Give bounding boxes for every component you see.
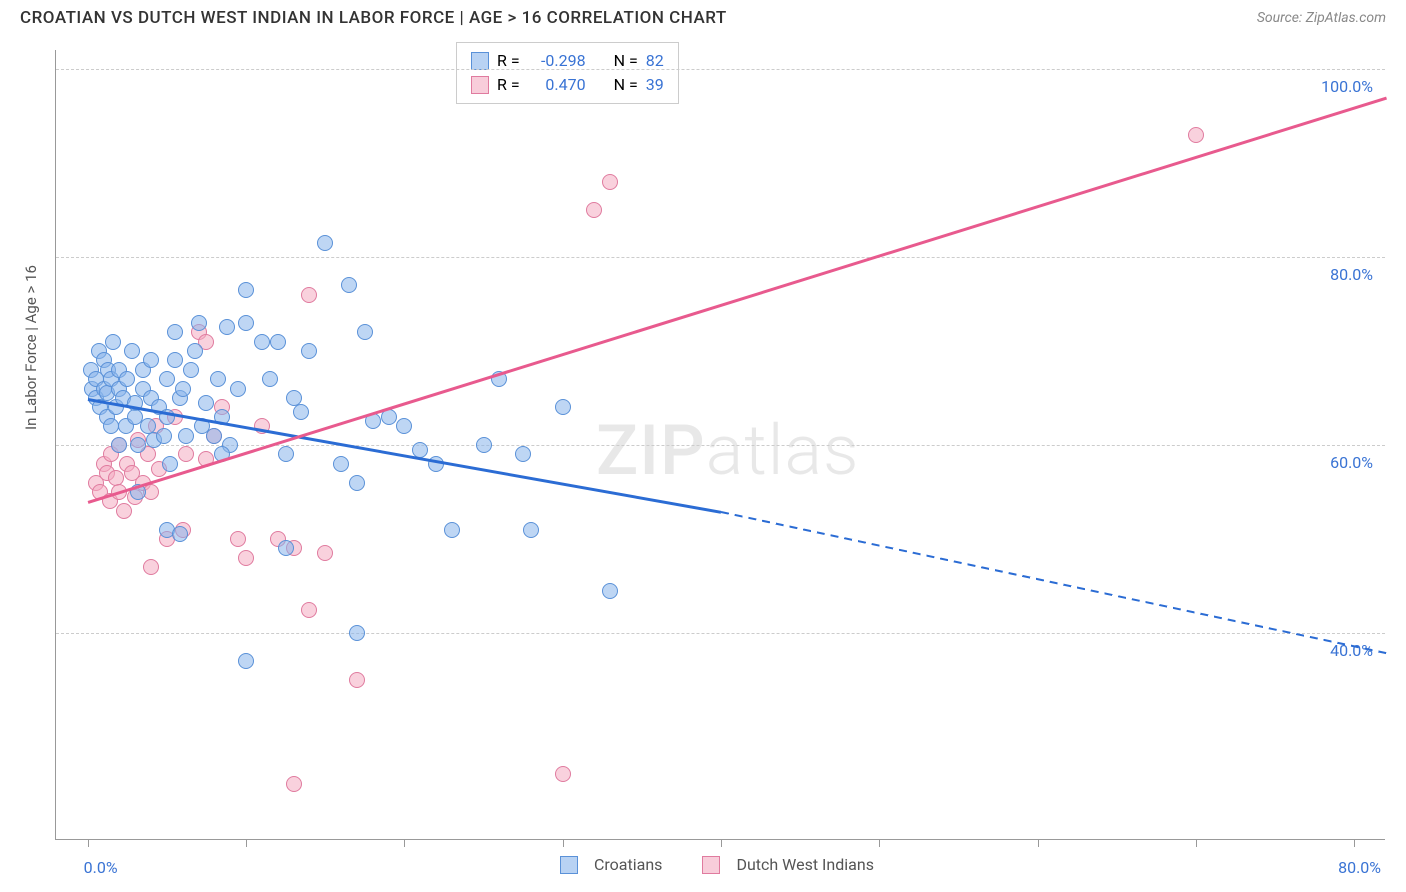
data-point [130, 437, 146, 453]
data-point [254, 334, 270, 350]
data-point [301, 602, 317, 618]
watermark: ZIPatlas [596, 410, 860, 492]
data-point [219, 319, 235, 335]
data-point [167, 352, 183, 368]
data-point [333, 456, 349, 472]
data-point [206, 428, 222, 444]
data-point [341, 277, 357, 293]
x-tick [404, 839, 405, 847]
y-tick-label: 80.0% [1330, 265, 1373, 284]
gridline [56, 445, 1385, 446]
data-point [178, 446, 194, 462]
data-point [317, 545, 333, 561]
data-point [111, 437, 127, 453]
data-point [357, 324, 373, 340]
data-point [159, 371, 175, 387]
data-point [262, 371, 278, 387]
legend-label-croatians: Croatians [594, 855, 662, 874]
data-point [183, 362, 199, 378]
n-value-pink: 39 [646, 73, 664, 97]
data-point [191, 315, 207, 331]
data-point [301, 287, 317, 303]
data-point [349, 475, 365, 491]
x-tick [1354, 839, 1355, 847]
n-label: N = [614, 73, 638, 97]
gridline [56, 633, 1385, 634]
data-point [230, 531, 246, 547]
data-point [238, 653, 254, 669]
data-point [238, 315, 254, 331]
y-axis-label: In Labor Force | Age > 16 [22, 265, 40, 430]
y-tick-label: 60.0% [1330, 453, 1373, 472]
swatch-blue-icon [471, 52, 489, 70]
x-tick [88, 839, 89, 847]
y-tick-label: 100.0% [1321, 77, 1373, 96]
data-point [238, 282, 254, 298]
data-point [119, 371, 135, 387]
x-tick [563, 839, 564, 847]
stats-legend: R = -0.298 N = 82 R = 0.470 N = 39 [456, 42, 679, 104]
data-point [349, 672, 365, 688]
data-point [1188, 127, 1204, 143]
data-point [555, 399, 571, 415]
swatch-pink-icon [702, 856, 720, 874]
x-tick [1038, 839, 1039, 847]
data-point [187, 343, 203, 359]
swatch-pink-icon [471, 76, 489, 94]
data-point [175, 381, 191, 397]
x-tick [1196, 839, 1197, 847]
data-point [105, 334, 121, 350]
x-tick [721, 839, 722, 847]
data-point [586, 202, 602, 218]
data-point [301, 343, 317, 359]
gridline [56, 257, 1385, 258]
data-point [230, 381, 246, 397]
data-point [293, 404, 309, 420]
data-point [198, 395, 214, 411]
data-point [143, 559, 159, 575]
chart-title: CROATIAN VS DUTCH WEST INDIAN IN LABOR F… [20, 8, 727, 28]
data-point [270, 334, 286, 350]
data-point [278, 446, 294, 462]
x-tick [246, 839, 247, 847]
legend-label-dutch: Dutch West Indians [736, 855, 874, 874]
chart-plot-area: ZIPatlas R = -0.298 N = 82 R = 0.470 N =… [55, 50, 1385, 840]
data-point [286, 776, 302, 792]
series-legend: Croatians Dutch West Indians [560, 855, 874, 874]
data-point [156, 428, 172, 444]
source-label: Source: ZipAtlas.com [1257, 10, 1386, 26]
data-point [476, 437, 492, 453]
data-point [444, 522, 460, 538]
swatch-blue-icon [560, 856, 578, 874]
x-tick-label: 0.0% [84, 858, 118, 877]
gridline [56, 69, 1385, 70]
data-point [143, 352, 159, 368]
trend-line [87, 97, 1386, 504]
data-point [210, 371, 226, 387]
x-tick [879, 839, 880, 847]
data-point [523, 522, 539, 538]
x-tick-label: 80.0% [1338, 858, 1381, 877]
r-label: R = [497, 73, 520, 97]
data-point [602, 583, 618, 599]
data-point [555, 766, 571, 782]
data-point [116, 503, 132, 519]
data-point [238, 550, 254, 566]
data-point [278, 540, 294, 556]
data-point [349, 625, 365, 641]
data-point [162, 456, 178, 472]
data-point [515, 446, 531, 462]
data-point [602, 174, 618, 190]
data-point [172, 526, 188, 542]
stats-row-pink: R = 0.470 N = 39 [471, 73, 664, 97]
data-point [396, 418, 412, 434]
data-point [167, 324, 183, 340]
data-point [317, 235, 333, 251]
r-value-pink: 0.470 [528, 73, 586, 97]
data-point [124, 343, 140, 359]
data-point [178, 428, 194, 444]
